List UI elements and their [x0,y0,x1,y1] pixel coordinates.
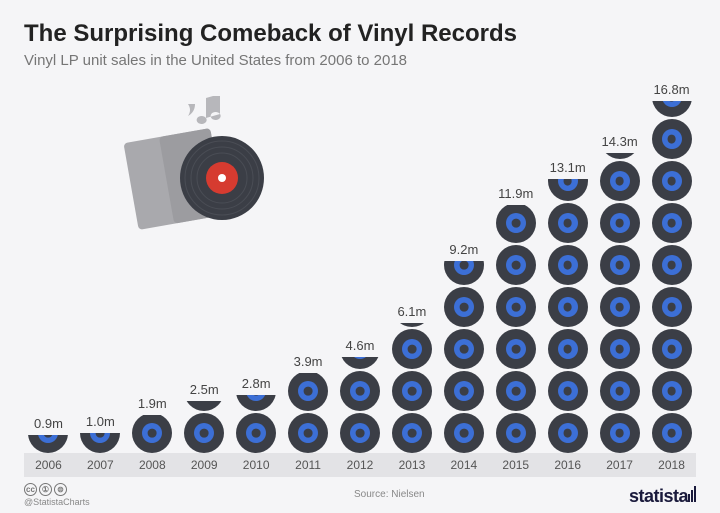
value-label: 1.9m [138,396,167,411]
disc-stack [28,435,68,453]
pictogram-column: 11.9m [491,78,540,453]
value-label: 4.6m [346,338,375,353]
value-label: 13.1m [550,160,586,175]
chart-container: The Surprising Comeback of Vinyl Records… [0,0,720,513]
pictogram-column: 3.9m [284,78,333,453]
chart-subtitle: Vinyl LP unit sales in the United States… [24,52,696,69]
pictogram-column: 14.3m [595,78,644,453]
cc-nd-icon: ⊜ [54,483,67,496]
disc-stack [132,415,172,453]
source-text: Source: Nielsen [354,489,425,500]
disc-stack [340,357,380,453]
pictogram-columns: 0.9m 1.0m 1.9m 2.5m 2.8m 3.9m 4.6m 6.1m 9.2m 11.9… [24,78,696,453]
pictogram-column: 16.8m [647,78,696,453]
x-axis-label: 2018 [647,453,696,477]
value-label: 14.3m [602,134,638,149]
x-axis-label: 2017 [595,453,644,477]
value-label: 11.9m [498,186,533,201]
x-axis-label: 2006 [24,453,73,477]
value-label: 16.8m [653,82,689,97]
pictogram-column: 4.6m [336,78,385,453]
disc-stack [600,153,640,453]
disc-stack [548,179,588,453]
statista-logo: statista [629,486,696,507]
pictogram-column: 9.2m [439,78,488,453]
pictogram-column: 1.0m [76,78,125,453]
x-axis-label: 2011 [284,453,333,477]
value-label: 1.0m [86,414,115,429]
attribution-block: cc ① ⊜ @StatistaCharts [24,483,90,507]
value-label: 6.1m [397,304,426,319]
disc-stack [392,323,432,453]
disc-stack [184,401,224,453]
disc-stack [444,261,484,453]
value-label: 0.9m [34,416,63,431]
disc-stack [496,205,536,453]
disc-stack [288,373,328,453]
value-label: 2.8m [242,376,271,391]
twitter-handle: @StatistaCharts [24,497,90,507]
disc-stack [652,101,692,453]
pictogram-column: 6.1m [387,78,436,453]
x-axis-label: 2014 [439,453,488,477]
pictogram-column: 2.5m [180,78,229,453]
x-axis: 2006200720082009201020112012201320142015… [24,453,696,477]
x-axis-label: 2008 [128,453,177,477]
cc-icon: cc [24,483,37,496]
x-axis-label: 2010 [232,453,281,477]
pictogram-column: 13.1m [543,78,592,453]
x-axis-label: 2016 [543,453,592,477]
x-axis-label: 2009 [180,453,229,477]
pictogram-column: 0.9m [24,78,73,453]
value-label: 3.9m [294,354,323,369]
cc-license-icons: cc ① ⊜ [24,483,90,496]
pictogram-column: 1.9m [128,78,177,453]
chart-footer: cc ① ⊜ @StatistaCharts Source: Nielsen s… [24,481,696,507]
disc-stack [80,433,120,453]
x-axis-label: 2013 [387,453,436,477]
x-axis-label: 2012 [336,453,385,477]
cc-by-icon: ① [39,483,52,496]
x-axis-label: 2007 [76,453,125,477]
value-label: 2.5m [190,382,219,397]
chart-plot-area: 0.9m 1.0m 1.9m 2.5m 2.8m 3.9m 4.6m 6.1m 9.2m 11.9… [24,78,696,453]
chart-title: The Surprising Comeback of Vinyl Records [24,20,696,48]
value-label: 9.2m [449,242,478,257]
x-axis-label: 2015 [491,453,540,477]
disc-stack [236,395,276,453]
pictogram-column: 2.8m [232,78,281,453]
